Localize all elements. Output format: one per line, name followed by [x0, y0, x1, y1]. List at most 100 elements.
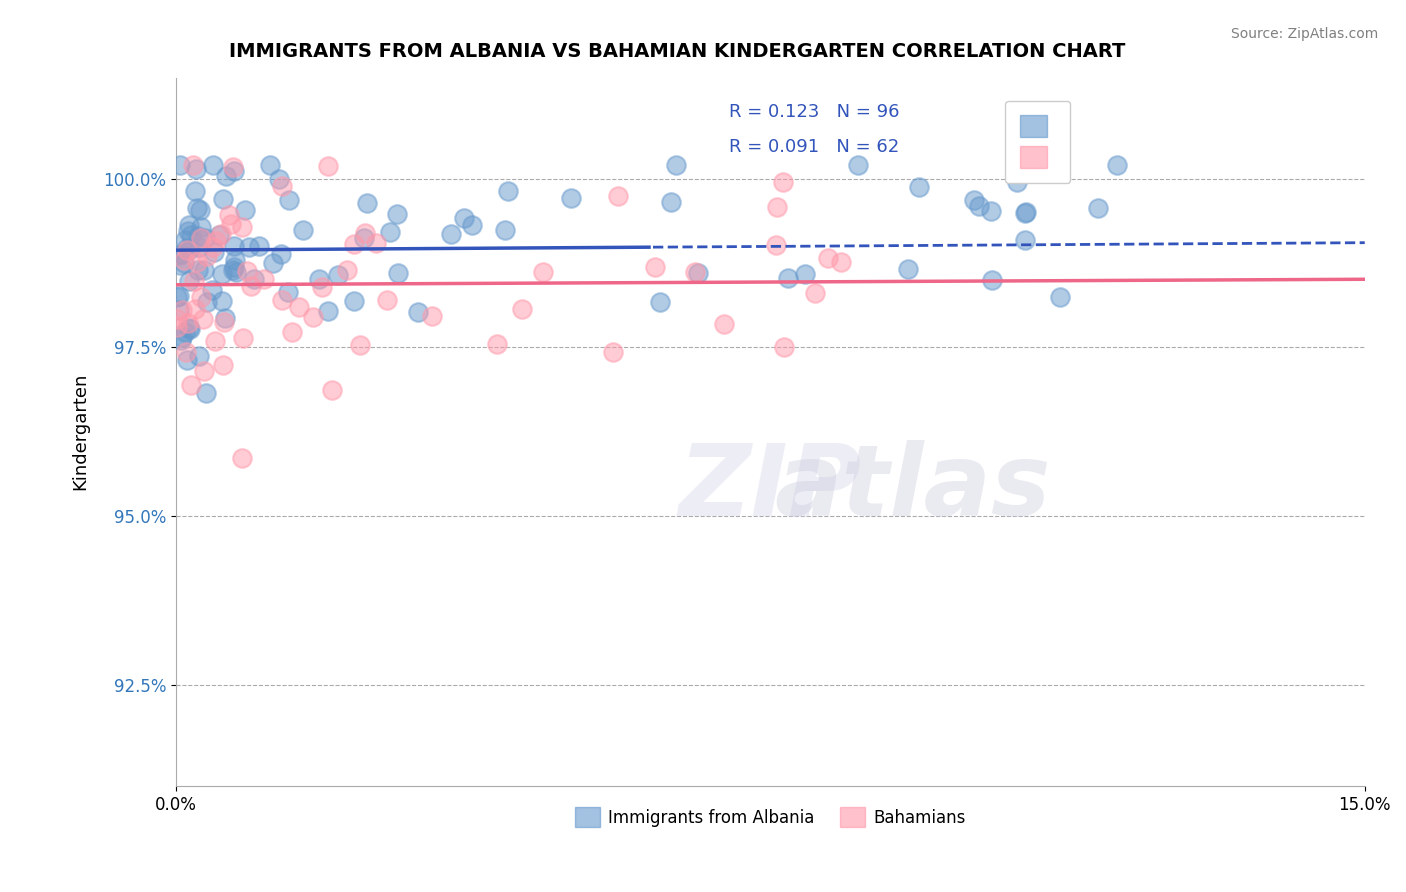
Point: [186, 202, 208, 216]
Point: [174, 325, 197, 339]
Point: [169, 258, 191, 272]
Point: [180, 377, 202, 392]
Point: [301, 310, 323, 324]
Point: [219, 217, 242, 231]
Point: [270, 246, 292, 260]
Point: [173, 256, 195, 270]
Text: Source: ZipAtlas.com: Source: ZipAtlas.com: [1230, 27, 1378, 41]
Point: [170, 333, 193, 347]
Point: [173, 253, 195, 268]
Point: [336, 263, 359, 277]
Point: [177, 218, 200, 232]
Point: [176, 353, 198, 368]
Point: [356, 195, 378, 210]
Point: [231, 219, 253, 234]
Point: [174, 234, 197, 248]
Point: [253, 271, 276, 285]
Point: [174, 345, 197, 359]
Point: [1049, 289, 1071, 303]
Point: [321, 383, 343, 397]
Point: [495, 223, 517, 237]
Point: [231, 450, 253, 465]
Point: [387, 266, 409, 280]
Point: [202, 240, 225, 254]
Legend: Immigrants from Albania, Bahamians: Immigrants from Albania, Bahamians: [568, 800, 972, 834]
Point: [170, 303, 193, 318]
Point: [166, 312, 188, 326]
Point: [177, 274, 200, 288]
Point: [311, 280, 333, 294]
Point: [211, 268, 233, 282]
Point: [560, 191, 582, 205]
Point: [179, 242, 201, 256]
Point: [366, 235, 388, 250]
Point: [1087, 202, 1109, 216]
Point: [193, 363, 215, 377]
Point: [830, 254, 852, 268]
Point: [224, 164, 246, 178]
Point: [318, 159, 340, 173]
Point: [980, 204, 1002, 219]
Point: [176, 241, 198, 255]
Text: atlas: atlas: [775, 440, 1052, 537]
Point: [271, 293, 294, 307]
Point: [209, 227, 232, 241]
Point: [181, 158, 204, 172]
Point: [243, 271, 266, 285]
Point: [239, 278, 262, 293]
Point: [194, 386, 217, 401]
Point: [1105, 158, 1128, 172]
Point: [644, 260, 666, 274]
Point: [222, 160, 245, 174]
Point: [353, 230, 375, 244]
Point: [177, 316, 200, 330]
Point: [211, 358, 233, 372]
Point: [169, 158, 191, 172]
Point: [343, 293, 366, 308]
Point: [267, 172, 290, 186]
Point: [187, 349, 209, 363]
Point: [1005, 175, 1028, 189]
Text: R = 0.091   N = 62: R = 0.091 N = 62: [728, 138, 898, 156]
Point: [353, 226, 375, 240]
Point: [292, 223, 315, 237]
Point: [205, 235, 228, 249]
Point: [166, 290, 188, 304]
Point: [316, 304, 339, 318]
Point: [420, 310, 443, 324]
Point: [259, 158, 281, 172]
Point: [183, 274, 205, 288]
Point: [375, 293, 398, 307]
Point: [190, 219, 212, 234]
Point: [776, 271, 799, 285]
Point: [167, 289, 190, 303]
Point: [308, 272, 330, 286]
Point: [794, 267, 817, 281]
Point: [222, 262, 245, 277]
Point: [204, 244, 226, 259]
Point: [349, 337, 371, 351]
Point: [908, 180, 931, 194]
Point: [204, 334, 226, 349]
Point: [184, 161, 207, 176]
Point: [177, 224, 200, 238]
Point: [195, 294, 218, 309]
Point: [387, 207, 409, 221]
Point: [218, 208, 240, 222]
Point: [486, 337, 509, 351]
Point: [531, 265, 554, 279]
Point: [440, 227, 463, 242]
Point: [184, 184, 207, 198]
Text: IMMIGRANTS FROM ALBANIA VS BAHAMIAN KINDERGARTEN CORRELATION CHART: IMMIGRANTS FROM ALBANIA VS BAHAMIAN KIND…: [229, 42, 1126, 61]
Point: [772, 340, 794, 354]
Point: [176, 243, 198, 257]
Point: [193, 262, 215, 277]
Point: [222, 239, 245, 253]
Point: [406, 305, 429, 319]
Point: [167, 303, 190, 318]
Point: [602, 344, 624, 359]
Point: [170, 329, 193, 343]
Point: [179, 322, 201, 336]
Point: [326, 268, 349, 282]
Point: [190, 290, 212, 304]
